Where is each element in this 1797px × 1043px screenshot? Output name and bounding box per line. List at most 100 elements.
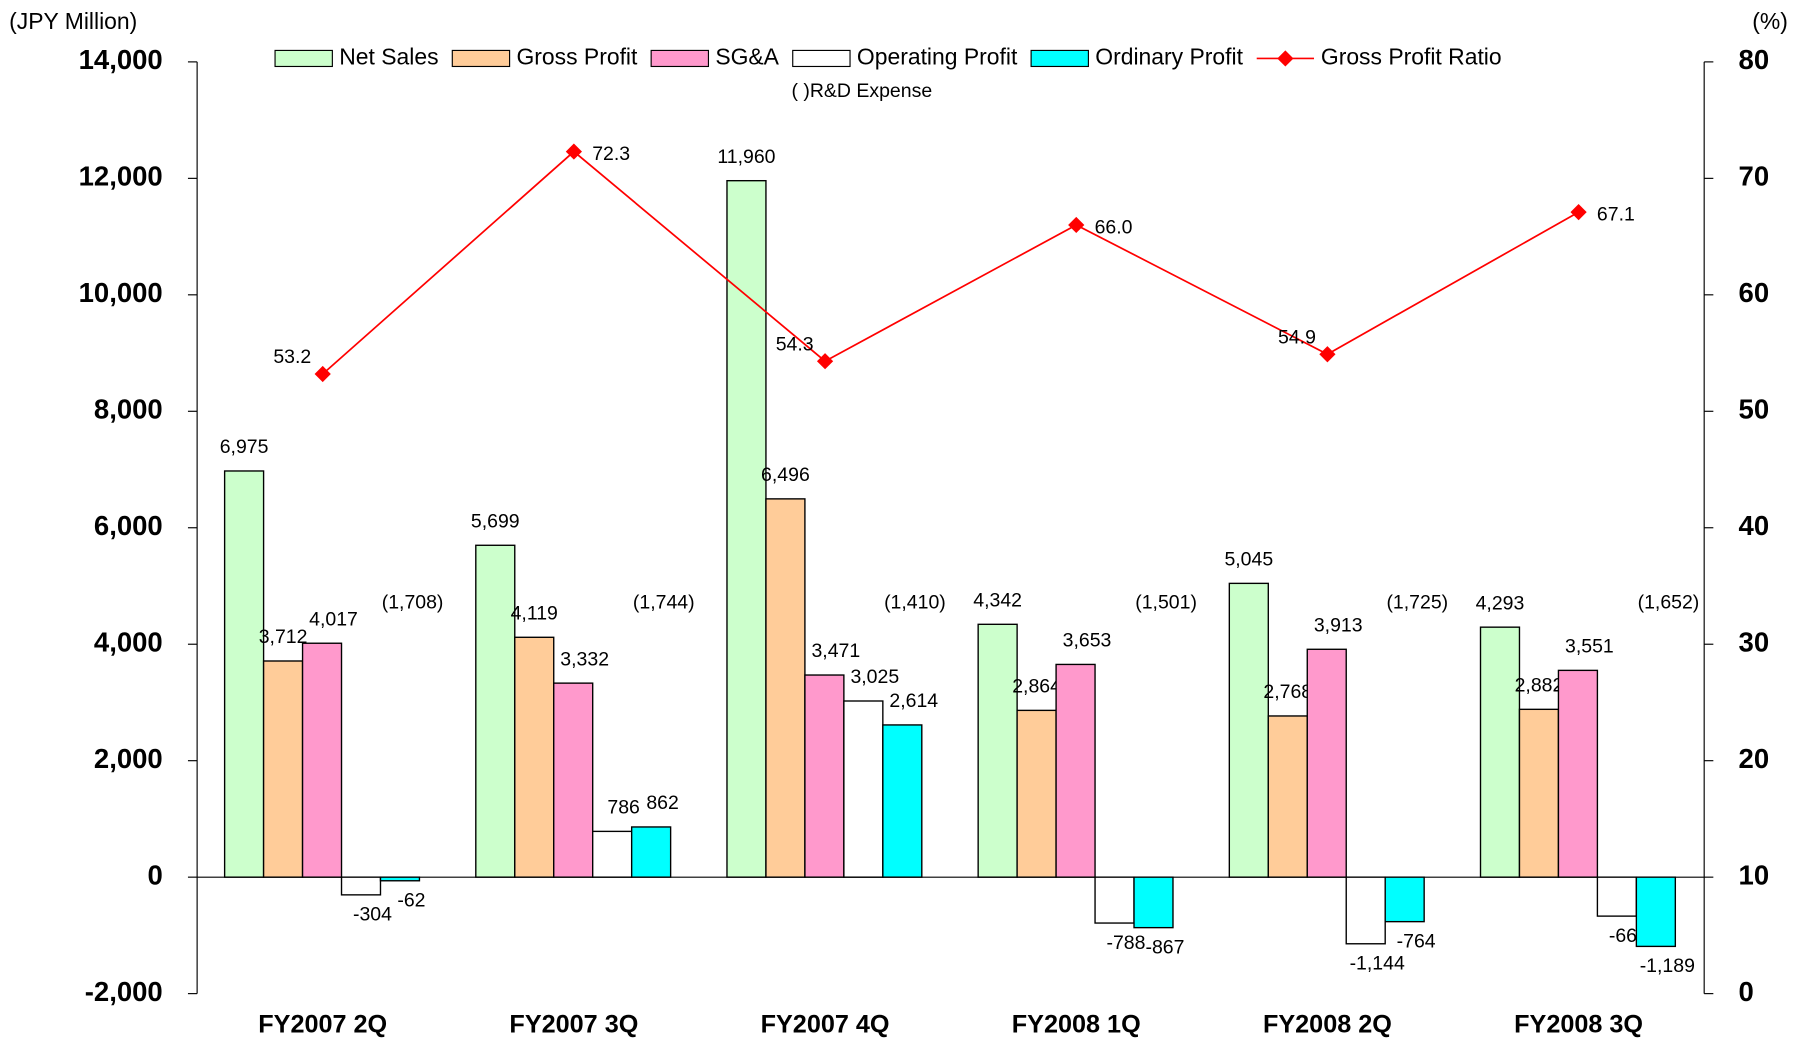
bar: [1596, 876, 1638, 917]
legend-swatch: [792, 49, 851, 68]
data-label: 2,882: [1515, 675, 1564, 697]
y-tick-label: 8,000: [94, 394, 163, 425]
data-label: -62: [397, 890, 425, 912]
data-label: 3,712: [259, 626, 308, 648]
rd-label: (1,652): [1638, 592, 1700, 614]
data-label: 3,913: [1314, 615, 1363, 637]
bar: [1345, 876, 1386, 945]
bar: [223, 470, 265, 878]
data-label: 5,699: [471, 511, 520, 533]
data-label: 3,551: [1565, 636, 1614, 658]
data-label: 4,017: [309, 608, 358, 630]
y-tick-label: 12,000: [79, 161, 163, 192]
data-label: -304: [353, 904, 392, 926]
x-tick-label: FY2008 3Q: [1514, 1010, 1643, 1038]
bar: [1384, 876, 1425, 923]
y2-tick-label: 40: [1739, 510, 1770, 541]
bar: [262, 660, 304, 878]
line: [322, 150, 1580, 375]
legend-marker: [1277, 50, 1294, 67]
bar: [1133, 876, 1174, 929]
data-label: 72.3: [592, 143, 630, 165]
legend-label: Gross Profit: [516, 43, 638, 69]
marker: [1570, 204, 1587, 221]
legend-label: Ordinary Profit: [1095, 43, 1243, 69]
marker: [565, 143, 582, 160]
bar: [1094, 876, 1135, 924]
y2-tick-label: 70: [1739, 161, 1770, 192]
rd-label: (1,410): [884, 592, 946, 614]
bar: [977, 623, 1018, 878]
legend-swatch: [1030, 49, 1089, 68]
legend-swatch: [650, 49, 710, 68]
bar: [1479, 626, 1521, 878]
y-axis-label: (JPY Million): [9, 8, 137, 34]
data-label: 6,496: [761, 464, 810, 486]
data-label: 4,293: [1476, 592, 1525, 614]
data-label: 66.0: [1095, 217, 1133, 239]
marker: [1068, 216, 1085, 234]
y-tick-label: 0: [147, 859, 162, 890]
data-label: 5,045: [1224, 549, 1273, 571]
data-label: 2,864: [1012, 676, 1061, 698]
bar: [553, 682, 594, 878]
bar: [765, 498, 806, 878]
data-label: -764: [1397, 930, 1436, 952]
x-tick-label: FY2007 4Q: [761, 1010, 890, 1038]
legend-swatch: [274, 49, 333, 68]
data-label: -1,144: [1350, 953, 1405, 975]
bar: [630, 826, 672, 878]
y2-tick-label: 80: [1739, 44, 1770, 75]
data-label: 3,471: [811, 640, 860, 662]
marker: [314, 365, 331, 383]
bar: [514, 636, 555, 878]
rd-label: (1,708): [382, 592, 444, 614]
bar: [379, 876, 421, 882]
bar: [1016, 709, 1057, 878]
bar: [1267, 715, 1308, 878]
legend-label: Gross Profit Ratio: [1321, 43, 1502, 69]
bar: [804, 674, 845, 878]
y2-axis-label: (%): [1752, 8, 1788, 34]
y-tick-label: 4,000: [94, 626, 163, 657]
data-label: -788: [1107, 932, 1146, 954]
bar: [1228, 582, 1269, 878]
bar: [340, 876, 382, 896]
bar: [475, 544, 516, 878]
x-tick-label: FY2007 2Q: [258, 1010, 387, 1038]
y-tick-label: 6,000: [94, 510, 163, 541]
bar: [1518, 708, 1560, 878]
x-tick-label: FY2007 3Q: [509, 1010, 638, 1038]
y-tick-label: -2,000: [85, 976, 163, 1007]
legend-label: Operating Profit: [857, 43, 1018, 69]
data-label: 54.9: [1278, 326, 1316, 348]
data-label: 54.3: [776, 333, 814, 355]
y-tick-label: 14,000: [79, 44, 163, 75]
x-tick-label: FY2008 2Q: [1263, 1010, 1392, 1038]
data-label: 53.2: [273, 346, 311, 368]
bar: [882, 724, 923, 878]
y2-tick-label: 0: [1739, 976, 1754, 1007]
data-label: 862: [646, 792, 678, 814]
y-tick-label: 2,000: [94, 743, 163, 774]
data-label: 67.1: [1597, 204, 1635, 226]
bar: [843, 700, 884, 878]
data-label: 3,653: [1063, 630, 1112, 652]
plot: (JPY Million) (%) -2,000 0 2,000 4,000 6,000…: [9, 8, 1788, 1038]
y2-tick-label: 50: [1739, 394, 1770, 425]
data-label: 4,119: [511, 603, 558, 625]
bar: [592, 830, 633, 878]
y-tick-label: 10,000: [79, 277, 163, 308]
data-label: 2,614: [889, 690, 938, 712]
y2-tick-label: 20: [1739, 743, 1770, 774]
data-label: -867: [1145, 936, 1184, 958]
rd-label: (1,744): [633, 592, 695, 614]
y2-tick-label: 10: [1739, 859, 1770, 890]
bar: [1306, 648, 1347, 878]
bar: [1635, 876, 1677, 948]
data-label: 6,975: [220, 436, 269, 458]
bar: [1557, 669, 1599, 878]
data-label: 11,960: [717, 146, 775, 168]
data-label: 2,768: [1263, 681, 1312, 703]
